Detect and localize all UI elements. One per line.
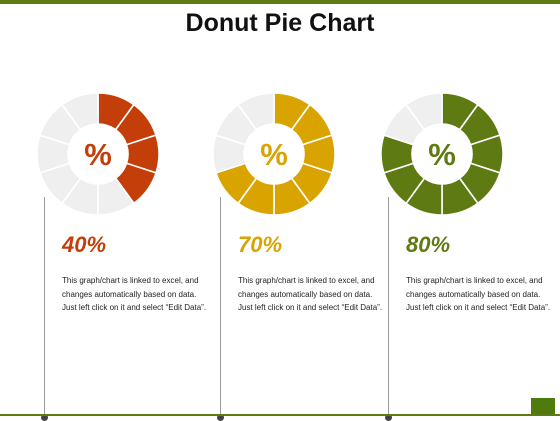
leader-dot <box>385 414 392 421</box>
value-label: 80% <box>406 232 451 257</box>
leader-line <box>44 197 45 417</box>
description-text: This graph/chart is linked to excel, and… <box>62 276 207 312</box>
donut-chart-2: % <box>212 92 336 216</box>
leader-dot <box>217 414 224 421</box>
bottom-rule <box>0 414 560 416</box>
value-label: 70% <box>238 232 283 257</box>
corner-box <box>531 398 555 414</box>
description-text: This graph/chart is linked to excel, and… <box>238 276 383 312</box>
donut-chart-3: % <box>380 92 504 216</box>
donut-segment-empty <box>61 92 99 131</box>
donut-panel-1: % 40% This graph/chart is linked to exce… <box>36 92 206 421</box>
donut-segment-empty <box>405 92 443 131</box>
donut-center-label: % <box>428 137 456 172</box>
leader-dot <box>41 414 48 421</box>
leader-line <box>220 197 221 417</box>
donut-center-label: % <box>84 137 112 172</box>
donut-chart-1: % <box>36 92 160 216</box>
donut-segment-empty <box>237 92 275 131</box>
page-title: Donut Pie Chart <box>185 9 375 37</box>
value-label: 40% <box>62 232 107 257</box>
description-text: This graph/chart is linked to excel, and… <box>406 276 551 312</box>
donut-center-label: % <box>260 137 288 172</box>
donut-panel-3: % 80% This graph/chart is linked to exce… <box>380 92 550 421</box>
leader-line <box>388 197 389 417</box>
donut-panel-2: % 70% This graph/chart is linked to exce… <box>212 92 382 421</box>
top-rule <box>0 0 560 4</box>
